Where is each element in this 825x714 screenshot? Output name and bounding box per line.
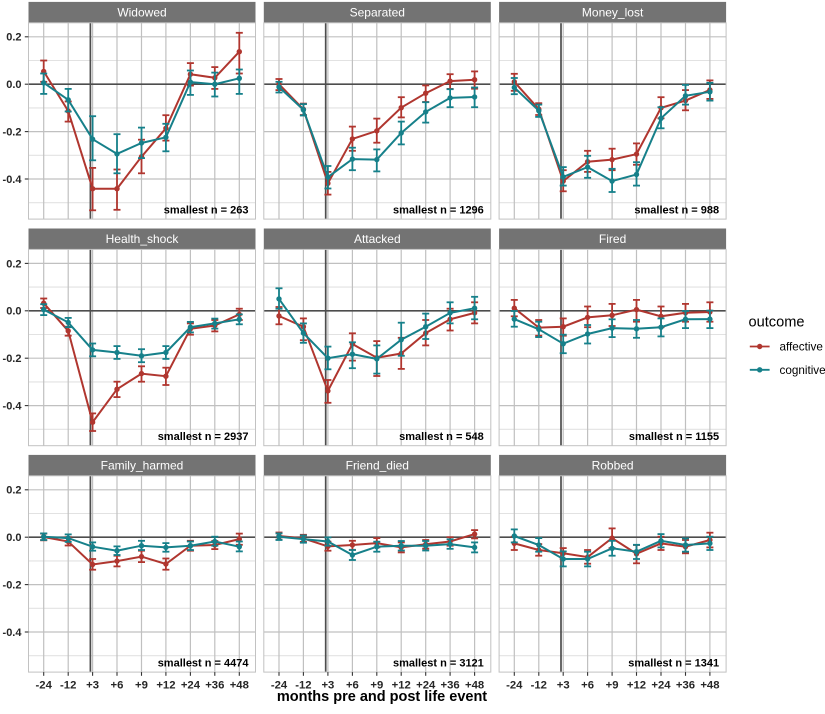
svg-text:+12: +12 <box>156 680 175 692</box>
svg-text:0.0: 0.0 <box>6 306 21 318</box>
svg-text:-0.2: -0.2 <box>3 353 22 365</box>
svg-text:Friend_died: Friend_died <box>346 459 409 473</box>
svg-text:+48: +48 <box>230 680 249 692</box>
svg-text:0.0: 0.0 <box>6 532 21 544</box>
svg-text:Separated: Separated <box>350 6 405 20</box>
svg-text:-0.4: -0.4 <box>3 627 23 639</box>
svg-text:-12: -12 <box>60 680 76 692</box>
svg-text:+9: +9 <box>135 680 148 692</box>
svg-text:Health_shock: Health_shock <box>106 232 180 246</box>
svg-text:smallest n = 4474: smallest n = 4474 <box>158 658 250 670</box>
svg-text:+36: +36 <box>676 680 695 692</box>
svg-text:+9: +9 <box>606 680 619 692</box>
svg-text:Attacked: Attacked <box>354 232 401 246</box>
svg-text:+24: +24 <box>181 680 201 692</box>
svg-text:affective: affective <box>780 341 823 354</box>
svg-text:0.2: 0.2 <box>6 485 21 497</box>
svg-text:+6: +6 <box>111 680 124 692</box>
svg-text:-0.4: -0.4 <box>3 401 23 413</box>
svg-text:smallest n = 263: smallest n = 263 <box>164 205 249 217</box>
svg-text:-24: -24 <box>506 680 523 692</box>
svg-text:+36: +36 <box>205 680 224 692</box>
svg-text:smallest n = 2937: smallest n = 2937 <box>158 431 249 443</box>
svg-text:-12: -12 <box>531 680 547 692</box>
svg-text:Robbed: Robbed <box>592 459 634 473</box>
svg-text:-0.2: -0.2 <box>3 127 22 139</box>
svg-text:+24: +24 <box>651 680 671 692</box>
svg-text:Family_harmed: Family_harmed <box>101 459 184 473</box>
svg-text:Fired: Fired <box>599 232 626 246</box>
svg-text:smallest n = 1341: smallest n = 1341 <box>628 658 719 670</box>
svg-text:+12: +12 <box>627 680 646 692</box>
svg-text:smallest n = 988: smallest n = 988 <box>634 205 719 217</box>
svg-text:+3: +3 <box>86 680 99 692</box>
svg-text:+3: +3 <box>557 680 570 692</box>
svg-text:smallest n = 1296: smallest n = 1296 <box>393 205 484 217</box>
svg-text:-0.4: -0.4 <box>3 174 23 186</box>
svg-text:Money_lost: Money_lost <box>582 6 644 20</box>
svg-text:Widowed: Widowed <box>117 6 166 20</box>
svg-text:outcome: outcome <box>749 315 805 331</box>
svg-text:months pre and post life event: months pre and post life event <box>277 689 487 705</box>
svg-text:-24: -24 <box>36 680 53 692</box>
svg-text:cognitive: cognitive <box>780 364 825 377</box>
svg-text:+48: +48 <box>700 680 719 692</box>
svg-text:smallest n = 1155: smallest n = 1155 <box>629 431 719 443</box>
svg-text:smallest n = 3121: smallest n = 3121 <box>393 658 484 670</box>
svg-text:0.2: 0.2 <box>6 258 21 270</box>
svg-text:+6: +6 <box>581 680 594 692</box>
svg-text:smallest n = 548: smallest n = 548 <box>399 431 484 443</box>
svg-text:-0.2: -0.2 <box>3 580 22 592</box>
svg-text:0.2: 0.2 <box>6 32 21 44</box>
svg-text:0.0: 0.0 <box>6 79 21 91</box>
